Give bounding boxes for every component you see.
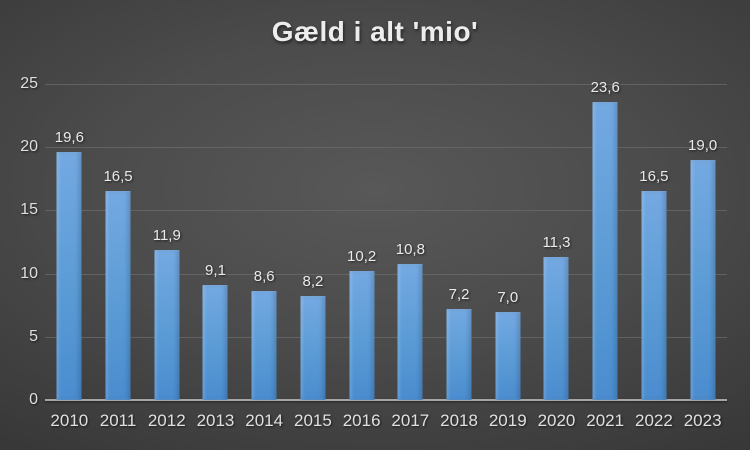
x-tick-label: 2022 xyxy=(634,411,673,430)
bar-slot: 7,0 2019 xyxy=(483,84,532,430)
bar-slot: 11,3 2020 xyxy=(532,84,581,430)
bar-slot: 23,6 2021 xyxy=(581,79,630,430)
bar[interactable] xyxy=(105,191,131,400)
bar-slot: 16,5 2011 xyxy=(94,84,143,430)
bar-slot: 10,8 2017 xyxy=(386,84,435,431)
bar-slot: 8,6 2014 xyxy=(240,84,289,430)
bar[interactable] xyxy=(592,101,618,400)
bar-slot: 11,9 2012 xyxy=(142,84,191,430)
gridline xyxy=(45,336,727,338)
x-tick-label: 2017 xyxy=(391,411,430,430)
bar[interactable] xyxy=(690,159,716,400)
y-axis: 0 5 10 15 20 25 xyxy=(0,75,38,408)
y-tick-label: 15 xyxy=(20,201,38,219)
bar-value-label: 9,1 xyxy=(205,261,226,279)
x-tick-label: 2020 xyxy=(537,411,576,430)
x-tick-label: 2013 xyxy=(196,411,235,430)
y-tick-label: 0 xyxy=(29,391,38,408)
bar-slot: 7,2 2018 xyxy=(435,84,484,430)
x-axis-line xyxy=(45,399,727,401)
bar[interactable] xyxy=(543,257,569,400)
chart-title: Gæld i alt 'mio' xyxy=(271,16,479,47)
bar[interactable] xyxy=(349,271,375,400)
y-tick-label: 5 xyxy=(29,327,38,345)
bar-value-label: 10,8 xyxy=(395,240,425,258)
gridline xyxy=(45,210,727,212)
gridline xyxy=(45,273,727,275)
bar[interactable] xyxy=(495,311,521,400)
gridline xyxy=(45,84,727,85)
x-tick-label: 2010 xyxy=(50,411,89,430)
bar-slot: 9,1 2013 xyxy=(191,84,240,430)
bar[interactable] xyxy=(641,191,667,400)
bar-value-label: 23,6 xyxy=(590,78,620,96)
bar-slot: 19,6 2010 xyxy=(45,84,94,430)
bar-value-label: 10,2 xyxy=(347,248,377,266)
x-tick-label: 2014 xyxy=(245,411,284,430)
plot-area: 19,6 2010 16,5 2011 11,9 2012 9,1 2013 8,6 2014 8,… xyxy=(45,79,727,431)
bar-value-label: 7,0 xyxy=(497,288,519,306)
bar[interactable] xyxy=(56,152,82,400)
bar-value-label: 8,6 xyxy=(253,268,275,286)
bar[interactable] xyxy=(202,284,228,400)
bar-value-label: 16,5 xyxy=(639,168,669,186)
x-tick-label: 2016 xyxy=(342,411,381,430)
x-tick-label: 2021 xyxy=(586,411,625,430)
y-tick-label: 10 xyxy=(20,264,38,282)
x-tick-label: 2023 xyxy=(683,411,722,430)
bar-value-label: 19,6 xyxy=(54,129,84,147)
bar-value-label: 11,3 xyxy=(542,234,571,252)
bar-value-label: 16,5 xyxy=(103,168,133,186)
bar-slot: 8,2 2015 xyxy=(289,84,338,430)
bar-value-label: 11,9 xyxy=(152,226,181,244)
gridline xyxy=(45,147,727,149)
bar-slot: 16,5 2022 xyxy=(630,84,679,430)
bar[interactable] xyxy=(251,291,277,400)
x-tick-label: 2015 xyxy=(293,411,332,430)
bar-value-label: 7,2 xyxy=(448,286,470,303)
bar[interactable] xyxy=(300,296,326,400)
bar-slot: 10,2 2016 xyxy=(337,84,386,430)
bar-value-label: 19,0 xyxy=(688,136,718,154)
bar[interactable] xyxy=(154,249,180,400)
y-tick-label: 25 xyxy=(20,75,38,92)
x-tick-label: 2011 xyxy=(99,411,137,430)
x-tick-label: 2019 xyxy=(488,411,527,430)
x-tick-label: 2012 xyxy=(147,411,186,430)
bar-value-label: 8,2 xyxy=(302,273,324,291)
bar[interactable] xyxy=(397,263,423,400)
x-tick-label: 2018 xyxy=(440,411,478,430)
bar[interactable] xyxy=(446,309,472,400)
bar-slot: 19,0 2023 xyxy=(678,84,727,430)
y-tick-label: 20 xyxy=(20,138,38,156)
